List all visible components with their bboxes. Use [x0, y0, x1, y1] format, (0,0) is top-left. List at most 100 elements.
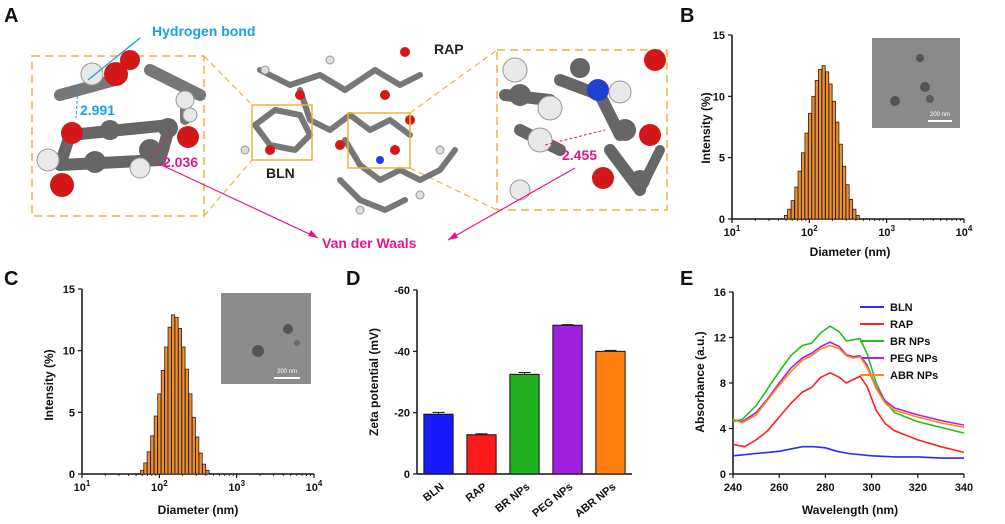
y-tick-label: 10 — [713, 91, 725, 103]
histogram-bar — [157, 393, 162, 475]
y-tick-label: 5 — [69, 407, 75, 419]
histogram-bar — [845, 184, 850, 220]
y-tick-label: 4 — [720, 424, 727, 436]
histogram-bar — [164, 346, 169, 475]
y-tick-label: 0 — [719, 214, 725, 226]
x-tick-label: 320 — [909, 482, 927, 494]
x-tick-label: 104 — [956, 224, 973, 239]
panel-letter-d: D — [346, 268, 360, 290]
histogram-bar — [181, 346, 186, 475]
ylabel-b: Intensity (%) — [699, 92, 713, 163]
x-tick-label: 103 — [228, 479, 245, 494]
zeta-bar — [509, 373, 540, 475]
y-tick-label: -20 — [394, 408, 410, 420]
histogram-bar — [797, 170, 802, 220]
histogram-bar — [198, 452, 203, 475]
distance-label-2455: 2.455 — [562, 147, 597, 163]
x-tick-label: 340 — [955, 482, 973, 494]
rap-label: RAP — [434, 41, 464, 57]
zeta-bar — [423, 413, 454, 475]
ylabel-d: Zeta potential (mV) — [367, 328, 381, 436]
y-tick-label: 15 — [63, 284, 75, 296]
x-tick-label: BR NPs — [493, 481, 532, 515]
van-der-waals-label: Van der Waals — [322, 235, 417, 251]
tem-inset-c — [221, 293, 311, 384]
histogram-bar — [855, 214, 860, 220]
histogram-bar — [852, 208, 857, 220]
x-tick-label: 104 — [306, 479, 323, 494]
histogram-bar — [146, 451, 151, 475]
scale-label-c: 200 nm — [277, 369, 297, 375]
histogram-bar — [160, 369, 165, 475]
y-tick-label: 0 — [720, 469, 726, 481]
histogram-bar — [831, 100, 836, 220]
ylabel-e: Absorbance (a.u.) — [693, 331, 707, 432]
histogram-bar — [177, 328, 182, 475]
distance-label-2991: 2.991 — [80, 102, 115, 118]
x-tick-label: PEG NPs — [530, 481, 575, 520]
zeta-bar — [595, 350, 626, 475]
legend-label: PEG NPs — [890, 353, 938, 365]
histogram-bar — [150, 435, 155, 475]
x-tick-label: 280 — [816, 482, 834, 494]
histogram-bar — [821, 65, 826, 220]
zeta-bar — [466, 434, 497, 475]
histogram-bar — [801, 152, 806, 220]
distance-label-2036: 2.036 — [163, 154, 198, 170]
ylabel-c: Intensity (%) — [42, 349, 56, 420]
zeta-bar — [552, 324, 583, 475]
histogram-bar — [838, 143, 843, 220]
x-tick-label: 101 — [724, 224, 741, 239]
histogram-bar — [811, 95, 816, 220]
histogram-bar — [205, 469, 210, 475]
histogram-bar — [195, 436, 200, 475]
x-tick-label: 103 — [878, 224, 895, 239]
x-tick-label: 260 — [770, 482, 788, 494]
panel-b: B Intensity (%) Diameter (nm) 0 5 10 15 101 1… — [680, 5, 973, 259]
y-tick-label: 12 — [714, 333, 726, 345]
x-tick-label: 300 — [862, 482, 880, 494]
panel-letter-c: C — [4, 268, 18, 290]
histogram-bar — [828, 83, 833, 220]
histogram-bar — [814, 79, 819, 220]
x-tick-label: 240 — [724, 482, 742, 494]
histogram-bar — [140, 469, 145, 475]
docking-structure — [240, 47, 458, 215]
rap-site-box — [347, 112, 411, 169]
histogram-bar — [787, 208, 792, 220]
panel-c: C Intensity (%) Diameter (nm) 0 5 10 15 101 1… — [4, 268, 323, 517]
histogram-bar — [825, 71, 830, 220]
histogram-bar — [842, 165, 847, 220]
y-tick-label: 5 — [719, 153, 725, 165]
panel-a: A Hydrogen bond — [4, 5, 668, 251]
bln-site-box — [251, 104, 313, 161]
tem-inset-b — [872, 38, 960, 128]
hbond-pointer — [87, 37, 141, 81]
xlabel-e: Wavelength (nm) — [802, 503, 898, 517]
y-tick-label: 0 — [404, 469, 410, 481]
spectrum-line — [732, 372, 965, 454]
x-tick-label: 102 — [151, 479, 168, 494]
legend-label: BR NPs — [890, 336, 930, 348]
x-tick-label: BLN — [421, 481, 446, 504]
bln-label: BLN — [266, 165, 295, 181]
panel-letter-a: A — [4, 5, 18, 27]
spectrum-line — [732, 341, 965, 426]
y-tick-label: 8 — [720, 378, 726, 390]
histogram-bar — [202, 463, 207, 475]
histogram-bar — [848, 198, 853, 220]
legend-label: ABR NPs — [890, 370, 938, 382]
hbond-label: Hydrogen bond — [152, 23, 255, 39]
spectrum-line — [732, 344, 965, 429]
histogram-bar — [784, 214, 789, 220]
plot-c: 0 5 10 15 101 102 103 104 — [63, 284, 323, 494]
scale-label-b: 200 nm — [930, 112, 950, 118]
histogram-bar — [184, 368, 189, 475]
xlabel-b: Diameter (nm) — [810, 245, 891, 259]
y-tick-label: -60 — [394, 285, 410, 297]
panel-d: D Zeta potential (mV) 0 -20 -40 -60 BLN RAP BR… — [346, 268, 632, 520]
x-tick-label: 101 — [74, 479, 91, 494]
x-tick-label: RAP — [464, 481, 490, 505]
